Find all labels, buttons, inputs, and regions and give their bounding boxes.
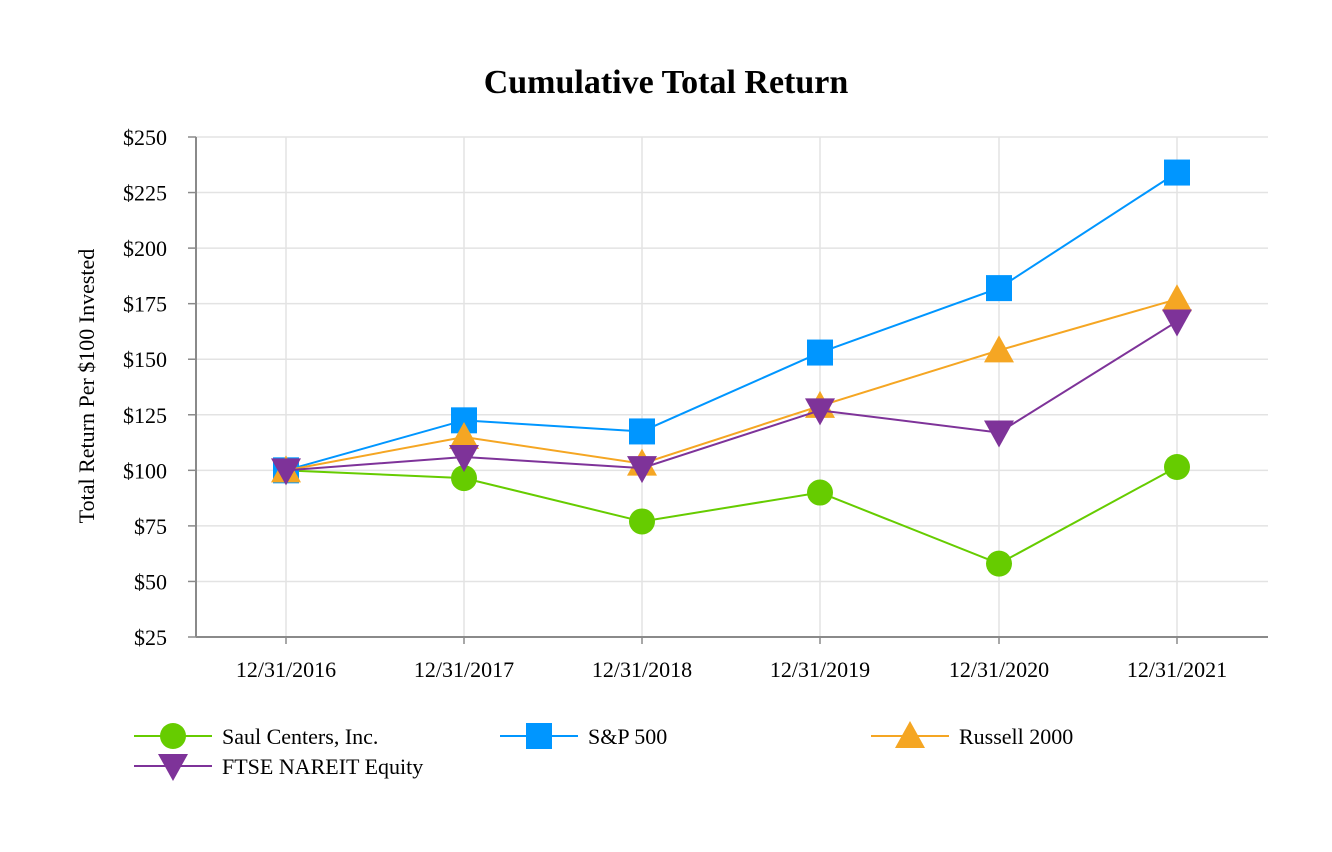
x-axis-ticks: 12/31/2016 12/31/2017 12/31/2018 12/31/2019… (236, 637, 1227, 682)
data-point (1162, 284, 1192, 312)
legend-marker (895, 721, 925, 748)
data-point (807, 339, 833, 366)
data-point (449, 422, 479, 449)
x-tick-label: 12/31/2017 (414, 657, 514, 682)
data-point (805, 398, 835, 426)
x-tick-label: 12/31/2019 (770, 657, 870, 682)
x-tick-label: 12/31/2018 (592, 657, 692, 682)
series-line (285, 171, 1178, 472)
data-point (986, 550, 1012, 577)
series-line (285, 320, 1178, 472)
legend-label: Saul Centers, Inc. (222, 724, 378, 749)
y-tick-label: $125 (123, 403, 167, 428)
data-point (807, 479, 833, 506)
data-point (1164, 159, 1190, 186)
legend-label: Russell 2000 (959, 724, 1073, 749)
legend-label: S&P 500 (588, 724, 667, 749)
y-tick-label: $25 (134, 625, 167, 650)
legend-marker (526, 723, 552, 749)
data-point (984, 335, 1014, 363)
data-point (627, 456, 657, 484)
data-point (451, 465, 477, 492)
series-layer (271, 159, 1192, 577)
data-point (629, 508, 655, 535)
y-tick-label: $200 (123, 236, 167, 261)
y-tick-label: $225 (123, 181, 167, 206)
legend-item-ftse-nareit-equity: FTSE NAREIT Equity (134, 754, 423, 781)
legend-label: FTSE NAREIT Equity (222, 754, 423, 779)
data-point (449, 445, 479, 472)
legend-marker (158, 754, 188, 781)
x-tick-label: 12/31/2016 (236, 657, 336, 682)
y-axis-ticks: $25 $50 $75 $100 $125 $150 $175 $200 $225 $250 (123, 125, 196, 650)
data-point (984, 420, 1014, 448)
y-tick-label: $250 (123, 125, 167, 150)
y-tick-label: $75 (134, 514, 167, 539)
series-line (285, 298, 1178, 472)
y-tick-label: $175 (123, 292, 167, 317)
legend-item-russell-2000: Russell 2000 (871, 721, 1073, 749)
legend-marker (160, 723, 186, 749)
legend-item-saul-centers-inc: Saul Centers, Inc. (134, 723, 378, 749)
axes (195, 137, 1268, 638)
y-axis-label: Total Return Per $100 Invested (74, 249, 99, 524)
x-tick-label: 12/31/2021 (1127, 657, 1227, 682)
data-point (1164, 454, 1190, 480)
chart-title: Cumulative Total Return (484, 64, 849, 101)
legend: Saul Centers, Inc. S&P 500 Russell 2000 FTS… (134, 721, 1073, 781)
grid (196, 136, 1268, 638)
series-saul-centers-inc (273, 454, 1190, 577)
y-tick-label: $50 (134, 569, 167, 594)
legend-item-s-p-500: S&P 500 (500, 723, 667, 749)
series-line (285, 466, 1178, 565)
series-ftse-nareit-equity (271, 309, 1192, 486)
data-point (1162, 309, 1192, 337)
y-tick-label: $100 (123, 458, 167, 483)
y-tick-label: $150 (123, 347, 167, 372)
data-point (629, 418, 655, 445)
data-point (986, 275, 1012, 302)
x-tick-label: 12/31/2020 (949, 657, 1049, 682)
series-russell-2000 (271, 284, 1192, 483)
data-point (271, 458, 301, 486)
